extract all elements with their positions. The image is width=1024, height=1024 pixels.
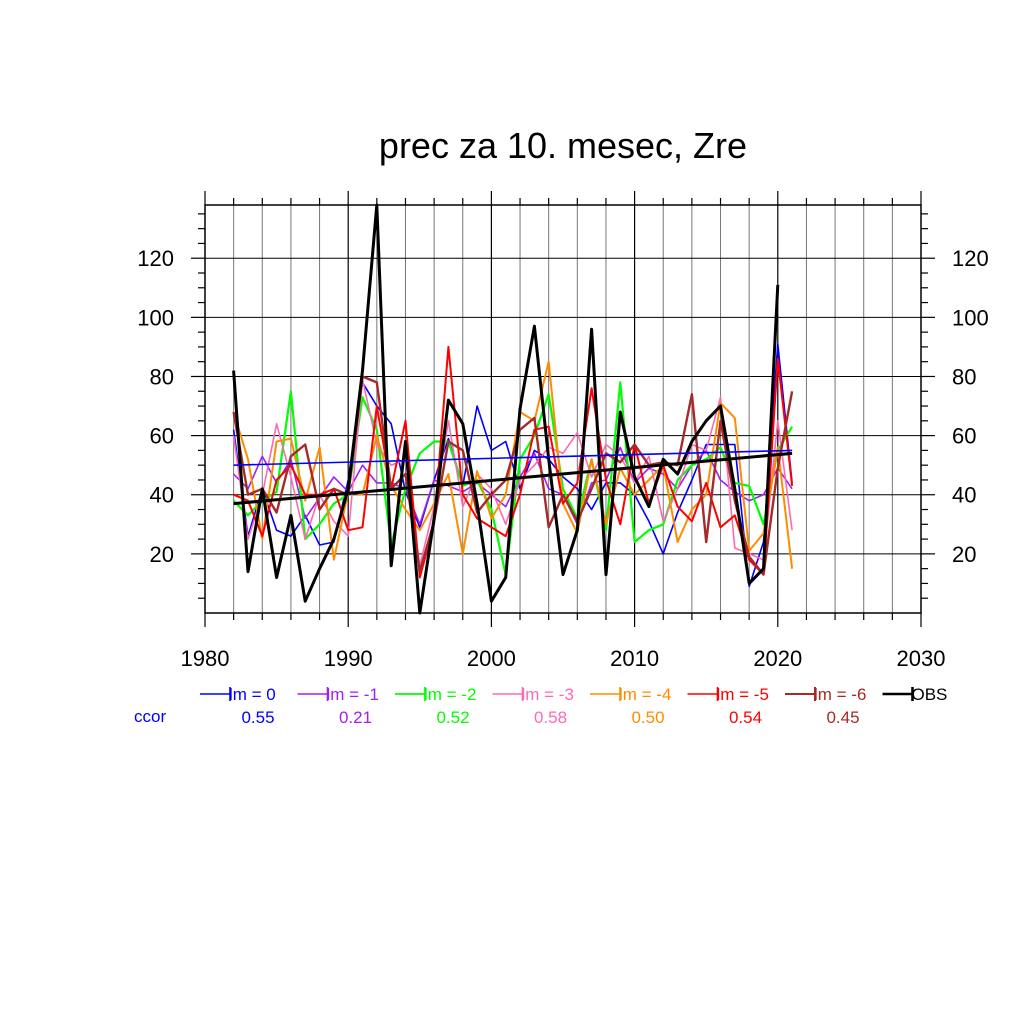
ccor-value-lm-2: 0.52 (436, 708, 469, 727)
y-tick-label-right: 40 (952, 483, 976, 508)
y-tick-label-right: 100 (952, 305, 989, 330)
ccor-value-lm-5: 0.54 (729, 708, 762, 727)
axis-ticks (191, 191, 935, 627)
x-tick-label: 2020 (753, 646, 802, 671)
y-tick-label: 60 (150, 424, 174, 449)
legend-label-obs: OBS (912, 685, 948, 704)
legend-label-lm-0: lm = 0 (229, 685, 276, 704)
series-line-obs (232, 203, 780, 615)
y-tick-label: 120 (137, 246, 174, 271)
series-layer (232, 203, 794, 615)
y-tick-label: 20 (150, 542, 174, 567)
series-line-lm-5 (233, 345, 794, 579)
legend-label-lm-1: lm = -1 (327, 685, 379, 704)
series-line-lm-3 (232, 378, 793, 567)
ccor-value-lm-0: 0.55 (241, 708, 274, 727)
y-tick-label: 40 (150, 483, 174, 508)
plot-frame (204, 204, 922, 614)
x-tick-label: 2000 (467, 646, 516, 671)
grid (205, 205, 921, 613)
y-tick-label-right: 120 (952, 246, 989, 271)
series-line-lm-0 (232, 343, 793, 588)
trend-layer (233, 449, 793, 506)
ccor-label: ccor (134, 707, 166, 726)
x-tick-label: 2030 (897, 646, 946, 671)
chart-title: prec za 10. mesec, Zre (379, 125, 747, 166)
trend-line-lm-0 (233, 449, 793, 466)
ccor-value-lm-1: 0.21 (339, 708, 372, 727)
legend-label-lm-3: lm = -3 (522, 685, 574, 704)
y-tick-label-right: 80 (952, 364, 976, 389)
x-tick-label: 1990 (324, 646, 373, 671)
legend-label-lm-2: lm = -2 (424, 685, 476, 704)
x-tick-label: 1980 (181, 646, 230, 671)
ccor-value-lm-3: 0.58 (534, 708, 567, 727)
legend-label-lm-6: lm = -6 (814, 685, 866, 704)
legend: lm = 0 0.55 lm = -1 0.21 lm = -2 0.52 lm = -3 0… (200, 685, 947, 727)
x-tick-label: 2010 (610, 646, 659, 671)
legend-label-lm-5: lm = -5 (717, 685, 769, 704)
y-tick-label: 100 (137, 305, 174, 330)
ccor-value-lm-6: 0.45 (826, 708, 859, 727)
series-line-lm-6 (232, 375, 794, 576)
y-tick-label-right: 20 (952, 542, 976, 567)
legend-label-lm-4: lm = -4 (619, 685, 671, 704)
y-tick-label: 80 (150, 364, 174, 389)
y-tick-label-right: 60 (952, 424, 976, 449)
trend-line-obs (233, 451, 793, 506)
ccor-value-lm-4: 0.50 (631, 708, 664, 727)
